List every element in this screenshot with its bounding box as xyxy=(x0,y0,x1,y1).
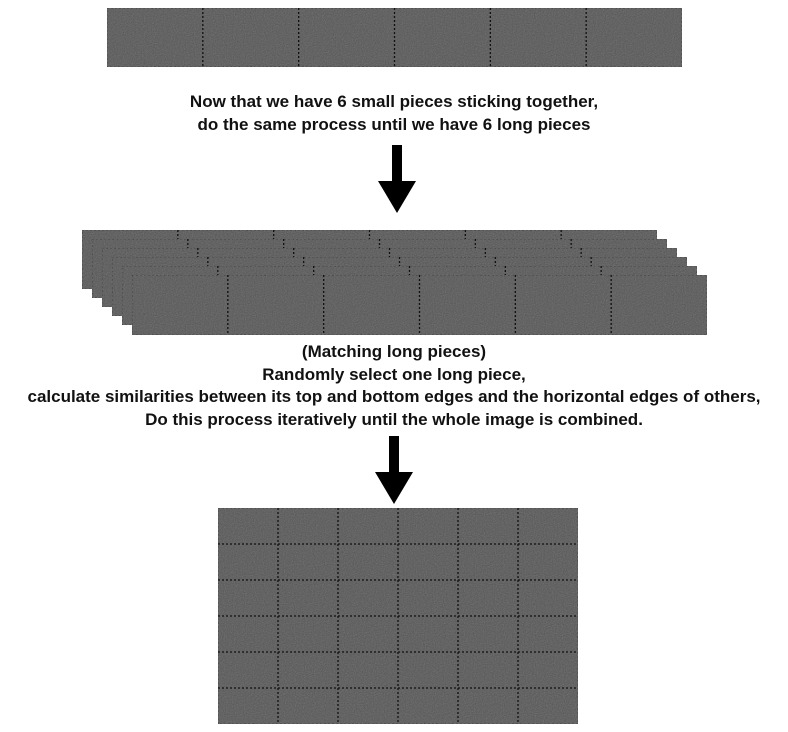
small-pieces-strip xyxy=(106,7,683,68)
caption-line: Now that we have 6 small pieces sticking… xyxy=(189,92,599,111)
stage2-caption: (Matching long pieces) Randomly select o… xyxy=(0,341,788,431)
arrow-head xyxy=(375,472,413,504)
caption-line: do the same process until we have 6 long… xyxy=(197,115,591,134)
arrow-stage2-to-stage3 xyxy=(375,436,413,504)
arrow-shaft xyxy=(392,145,402,183)
arrow-head xyxy=(378,181,416,213)
stage3-combined-grid xyxy=(217,507,579,725)
combined-image-grid xyxy=(217,507,579,725)
arrow-stage1-to-stage2 xyxy=(378,145,416,213)
arrow-shaft xyxy=(389,436,399,474)
caption-line: calculate similarities between its top a… xyxy=(27,387,761,406)
long-piece xyxy=(131,274,708,336)
stage1-caption: Now that we have 6 small pieces sticking… xyxy=(0,90,788,136)
caption-line: Do this process iteratively until the wh… xyxy=(145,409,643,429)
stage2-long-pieces-stack xyxy=(81,229,708,336)
stage1-strip xyxy=(106,7,683,68)
caption-line: (Matching long pieces) xyxy=(301,342,487,361)
caption-line: Randomly select one long piece, xyxy=(262,364,526,384)
